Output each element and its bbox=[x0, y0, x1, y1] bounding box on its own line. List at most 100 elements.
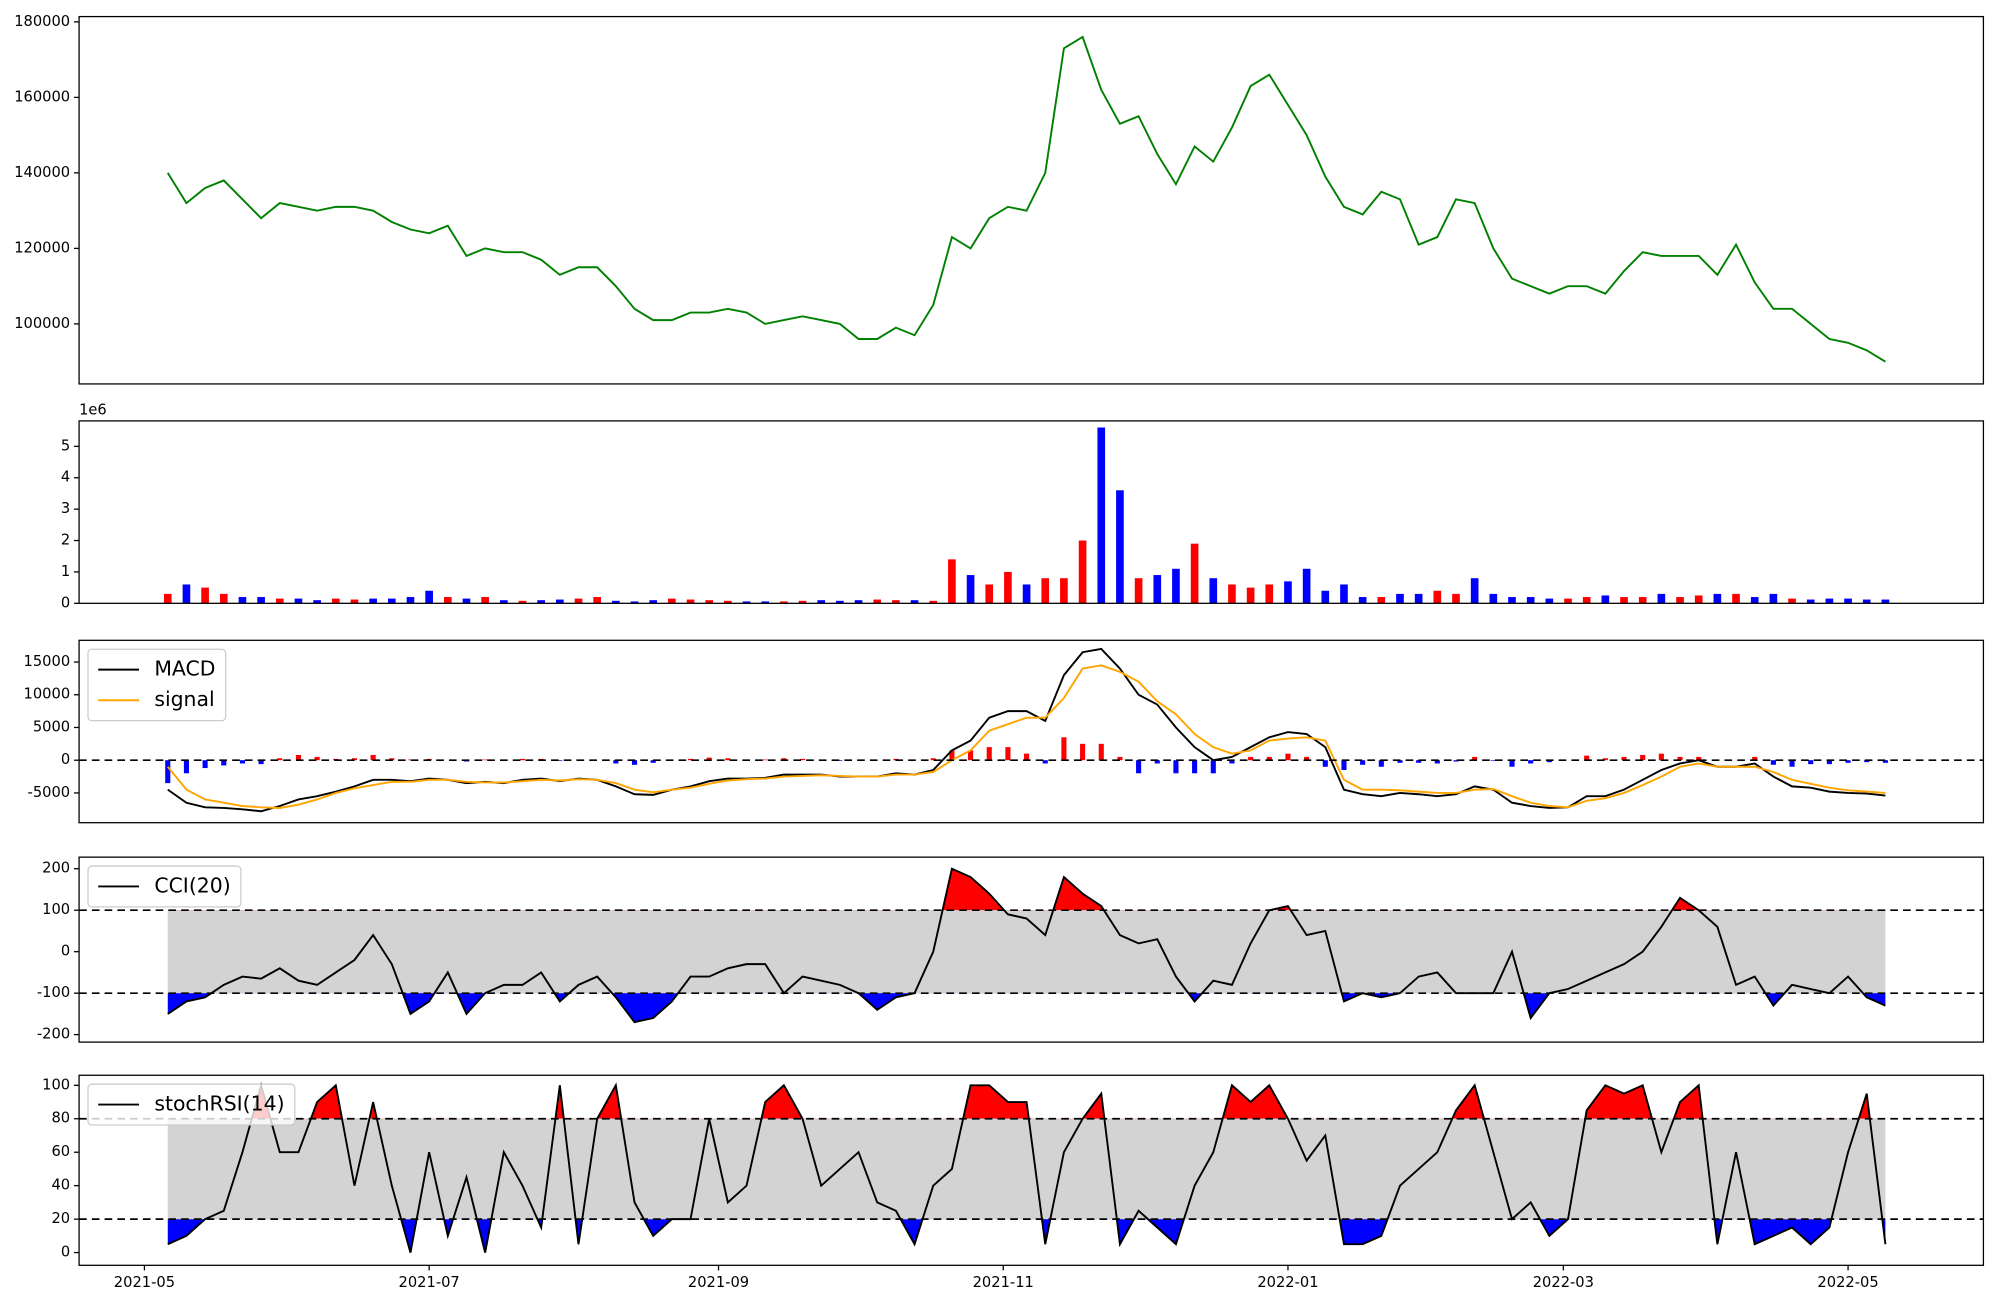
line bbox=[167, 664, 1886, 809]
volume-bar bbox=[948, 559, 956, 604]
histogram-bar bbox=[1472, 756, 1478, 761]
y-tick-label: 100000 bbox=[14, 315, 70, 332]
volume-bar bbox=[1209, 578, 1218, 604]
volume-bar bbox=[649, 600, 658, 604]
volume-bar bbox=[331, 598, 340, 604]
volume-bar bbox=[985, 584, 994, 604]
volume-bar bbox=[929, 600, 938, 604]
histogram-bar bbox=[1752, 756, 1758, 761]
histogram-bar bbox=[1509, 760, 1515, 767]
volume-bar bbox=[238, 597, 247, 604]
volume-bar bbox=[201, 587, 209, 604]
x-tick-label: 2022-01 bbox=[1257, 1274, 1318, 1291]
histogram-bar bbox=[1845, 760, 1851, 763]
plot-frame bbox=[78, 856, 1985, 1043]
volume-bar bbox=[443, 597, 452, 604]
histogram-bar bbox=[687, 758, 694, 761]
volume-bar bbox=[1788, 598, 1796, 604]
volume-bar bbox=[742, 601, 751, 604]
y-tick-label: 3 bbox=[61, 500, 70, 517]
histogram-bar bbox=[1341, 760, 1347, 771]
histogram-bar bbox=[1210, 760, 1216, 774]
volume-bar bbox=[518, 600, 527, 604]
volume-bar bbox=[1265, 584, 1274, 604]
x-tick-label: 2022-03 bbox=[1533, 1274, 1594, 1291]
volume-bar bbox=[1526, 597, 1535, 604]
volume-bar bbox=[1582, 597, 1591, 604]
volume-bar bbox=[1190, 543, 1199, 604]
volume-bar bbox=[1676, 597, 1684, 604]
histogram-bar bbox=[1770, 760, 1776, 765]
line bbox=[167, 1081, 1887, 1253]
volume-bar bbox=[1713, 593, 1722, 604]
volume-bar bbox=[1004, 571, 1012, 604]
histogram-bar bbox=[1098, 743, 1104, 761]
histogram-bar bbox=[202, 760, 208, 769]
volume-bar bbox=[1097, 427, 1106, 604]
volume-bar bbox=[275, 598, 284, 604]
legend-label: stochRSI(14) bbox=[154, 1092, 284, 1116]
histogram-bar bbox=[1696, 756, 1702, 761]
histogram-bar bbox=[650, 760, 656, 763]
panel bbox=[79, 1081, 1984, 1253]
volume-bar bbox=[537, 600, 545, 604]
y-tick-label: 200 bbox=[42, 860, 70, 877]
volume-bar bbox=[257, 597, 265, 604]
histogram-bar bbox=[968, 750, 974, 761]
histogram-bar bbox=[1061, 737, 1067, 761]
histogram-bar bbox=[613, 760, 619, 764]
y-tick-label: -200 bbox=[37, 1026, 70, 1043]
line bbox=[167, 867, 1886, 1024]
volume-bar bbox=[705, 600, 714, 604]
histogram-bar bbox=[1677, 756, 1683, 761]
x-tick-label: 2021-07 bbox=[399, 1274, 460, 1291]
volume-bar bbox=[780, 601, 788, 604]
volume-bar bbox=[910, 600, 919, 604]
volume-bar bbox=[163, 593, 172, 604]
histogram-bar bbox=[1042, 760, 1048, 764]
histogram-bar bbox=[1584, 755, 1590, 761]
volume-bar bbox=[574, 598, 583, 604]
volume-bar bbox=[1022, 584, 1031, 604]
y-tick-label: 0 bbox=[61, 594, 70, 611]
volume-bar bbox=[1377, 597, 1386, 604]
histogram-bar bbox=[1434, 760, 1440, 764]
histogram-bar bbox=[1322, 760, 1328, 767]
volume-bar bbox=[1769, 593, 1778, 604]
x-tick-label: 2022-05 bbox=[1817, 1274, 1878, 1291]
y-tick-label: 10000 bbox=[24, 686, 71, 703]
histogram-bar bbox=[407, 759, 414, 761]
volume-bar bbox=[1060, 578, 1068, 604]
y-tick-label: 100 bbox=[42, 901, 70, 918]
volume-bar bbox=[1638, 597, 1647, 604]
volume-bar bbox=[1862, 599, 1871, 604]
volume-bar bbox=[1470, 578, 1479, 604]
histogram-bar bbox=[1882, 760, 1888, 763]
volume-bar bbox=[1657, 593, 1666, 604]
histogram-bar bbox=[762, 759, 768, 761]
volume-bar bbox=[1172, 568, 1180, 604]
histogram-bar bbox=[631, 760, 638, 765]
plot-frame bbox=[78, 1074, 1985, 1266]
histogram-bar bbox=[295, 754, 302, 761]
volume-bar bbox=[612, 600, 620, 604]
y-tick-label: 15000 bbox=[24, 653, 71, 670]
volume-bar bbox=[313, 600, 321, 604]
histogram-bar bbox=[781, 758, 787, 761]
volume-bar bbox=[1134, 578, 1143, 604]
y-tick-label: 120000 bbox=[14, 239, 70, 256]
y-tick-label: 1 bbox=[61, 563, 70, 580]
volume-bar bbox=[1489, 593, 1498, 604]
volume-bar bbox=[499, 600, 508, 604]
neutral-band bbox=[167, 910, 1886, 994]
volume-bar bbox=[1228, 584, 1236, 604]
y-tick-label: 80 bbox=[51, 1110, 70, 1127]
volume-bar bbox=[182, 584, 191, 604]
volume-bar bbox=[425, 590, 433, 604]
legend-label: signal bbox=[154, 687, 214, 711]
panel bbox=[79, 647, 1984, 813]
histogram-bar bbox=[1658, 753, 1664, 761]
histogram-bar bbox=[1808, 760, 1814, 765]
volume-bar bbox=[1321, 590, 1330, 604]
volume-bar bbox=[1732, 593, 1740, 604]
